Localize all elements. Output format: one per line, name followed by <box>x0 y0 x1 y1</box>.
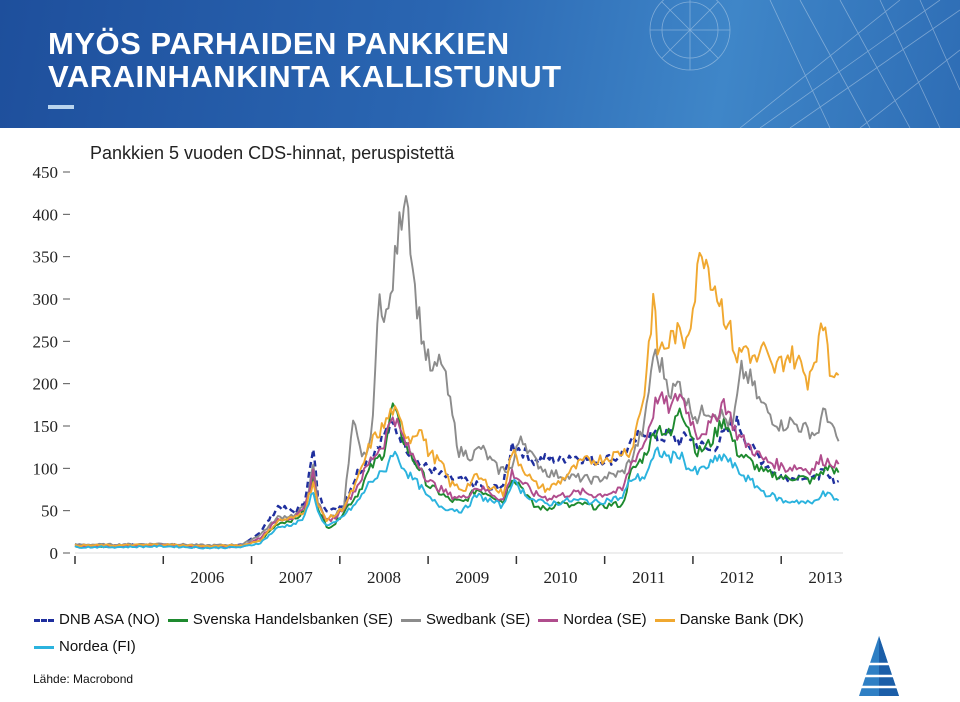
y-tick-label: 400 <box>33 205 59 224</box>
legend-item: Nordea (SE) <box>538 606 647 633</box>
legend-label: Danske Bank (DK) <box>679 611 804 628</box>
series-line-4 <box>74 251 840 548</box>
y-tick-label: 350 <box>33 248 59 267</box>
header-decoration-icon <box>649 0 960 128</box>
title-accent-bar <box>48 105 74 109</box>
slide-header: MYÖS PARHAIDEN PANKKIEN VARAINHANKINTA K… <box>0 0 960 128</box>
legend-label: Swedbank (SE) <box>425 611 531 628</box>
y-tick-label: 200 <box>33 375 59 394</box>
series-line-0 <box>74 414 840 548</box>
x-tick-label: 2007 <box>279 568 314 587</box>
legend-label: Nordea (SE) <box>563 611 647 628</box>
chart-title: Pankkien 5 vuoden CDS-hinnat, peruspiste… <box>90 143 455 163</box>
x-tick-label: 2006 <box>190 568 224 587</box>
legend-item: Swedbank (SE) <box>400 606 531 633</box>
y-tick-label: 150 <box>33 417 59 436</box>
series-layer <box>74 195 840 550</box>
y-tick-label: 0 <box>50 544 59 563</box>
x-tick-label: 2008 <box>367 568 401 587</box>
legend-item: Danske Bank (DK) <box>654 606 804 633</box>
y-tick-label: 100 <box>33 459 59 478</box>
legend-swatch <box>34 645 54 649</box>
x-axis: 2006 2007 2008 2009 2010 2011 2012 2013 <box>74 552 843 587</box>
legend-swatch <box>654 618 675 622</box>
y-tick-label: 50 <box>41 502 58 521</box>
x-tick-label: 2011 <box>632 568 665 587</box>
x-tick-label: 2013 <box>808 568 842 587</box>
series-line-5 <box>74 446 840 550</box>
series-line-1 <box>74 402 840 549</box>
cds-chart: Pankkien 5 vuoden CDS-hinnat, peruspiste… <box>33 143 843 587</box>
legend-swatch <box>538 618 559 622</box>
legend-label: DNB ASA (NO) <box>59 611 160 628</box>
source-note: Lähde: Macrobond <box>33 672 134 686</box>
slide-title: MYÖS PARHAIDEN PANKKIEN VARAINHANKINTA K… <box>48 26 562 94</box>
legend-item: Svenska Handelsbanken (SE) <box>167 606 393 633</box>
legend-swatch <box>167 618 188 622</box>
x-tick-label: 2012 <box>720 568 754 587</box>
y-tick-label: 450 <box>33 163 59 182</box>
x-tick-label: 2010 <box>544 568 578 587</box>
chart-legend: DNB ASA (NO) Svenska Handelsbanken (SE) Sw… <box>34 606 834 660</box>
legend-label: Nordea (FI) <box>59 638 136 655</box>
y-tick-label: 250 <box>33 332 59 351</box>
legend-swatch <box>34 618 54 622</box>
series-line-2 <box>74 195 840 547</box>
y-axis: 0 50 100 150 200 250 300 350 400 450 <box>33 163 70 563</box>
x-tick-label: 2009 <box>455 568 489 587</box>
legend-swatch <box>400 618 421 622</box>
legend-item: DNB ASA (NO) <box>34 606 160 633</box>
legend-item: Nordea (FI) <box>34 633 136 660</box>
y-tick-label: 300 <box>33 290 59 309</box>
company-logo-icon <box>859 636 899 696</box>
legend-label: Svenska Handelsbanken (SE) <box>192 611 393 628</box>
